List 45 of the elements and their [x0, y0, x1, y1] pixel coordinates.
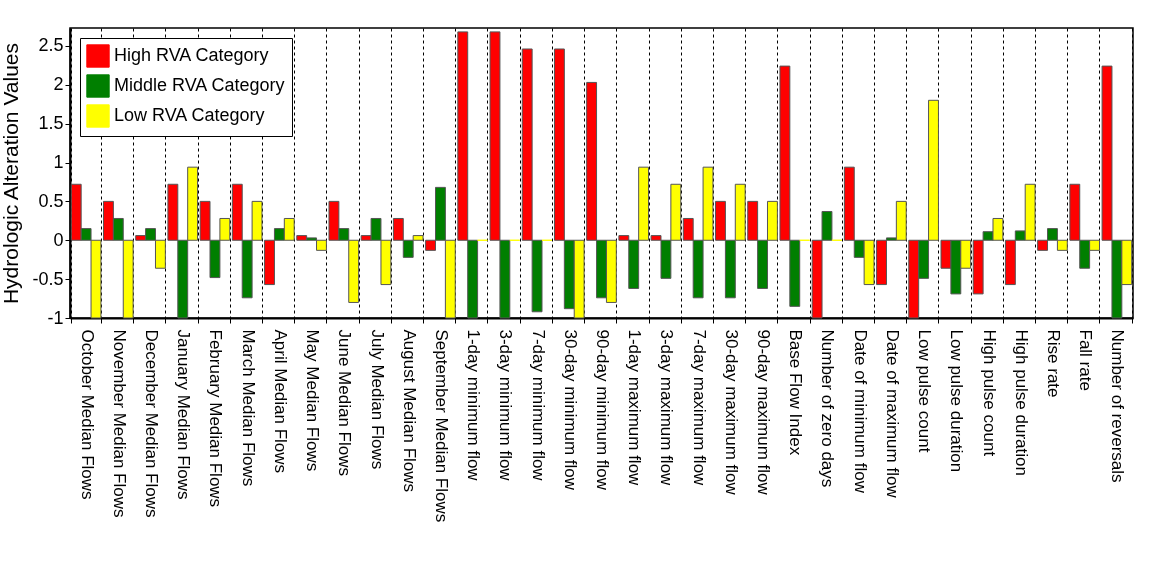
x-tick-label: High pulse duration	[1011, 329, 1031, 476]
y-axis-title: Hydrologic Alteration Values	[0, 42, 23, 305]
x-tick-label: May Median Flows	[303, 329, 323, 472]
x-tick-label: December Median Flows	[142, 329, 162, 518]
y-tick-label: -1	[47, 307, 64, 328]
x-tick-label: Date of maximum flow	[882, 329, 902, 499]
x-tick-label: 3-day maximum flow	[657, 329, 677, 487]
x-tick-label: 30-day maximum flow	[721, 329, 741, 496]
y-tick-label: 2	[53, 74, 64, 95]
x-tick-label: 90-day maximum flow	[754, 329, 774, 496]
y-tick-label: 0	[53, 229, 64, 250]
x-tick-label: Base Flow Index	[786, 329, 806, 456]
x-tick-label: June Median Flows	[335, 329, 355, 476]
x-tick-label: 30-day minimum flow	[560, 329, 580, 491]
x-tick-label: Number of reversals	[1108, 329, 1128, 483]
x-tick-label: August Median Flows	[399, 329, 419, 493]
y-tick-label: 2.5	[38, 35, 64, 56]
x-tick-label: April Median Flows	[270, 329, 290, 474]
x-tick-label: Fall rate	[1076, 329, 1096, 391]
x-tick-label: 7-day minimum flow	[528, 329, 548, 482]
x-tick-label: November Median Flows	[109, 329, 129, 518]
x-tick-label: 1-day maximum flow	[625, 329, 645, 487]
x-tick-label: 3-day minimum flow	[496, 329, 516, 482]
x-tick-label: February Median Flows	[206, 329, 226, 508]
x-tick-label: Number of zero days	[818, 329, 838, 488]
legend-label: High RVA Category	[114, 45, 269, 65]
x-tick-label: 90-day minimum flow	[593, 329, 612, 491]
x-tick-label: March Median Flows	[238, 329, 258, 487]
x-tick-label: Date of minimum flow	[850, 329, 870, 494]
x-tick-label: Low pulse count	[915, 329, 935, 453]
y-tick-label: 1.5	[38, 113, 64, 134]
y-tick-label: 1	[53, 152, 64, 172]
x-tick-label: Low pulse duration	[947, 329, 967, 473]
y-tick-label: -0.5	[32, 268, 64, 289]
y-tick-label: 0.5	[38, 190, 64, 211]
x-tick-label: 7-day maximum flow	[689, 329, 709, 487]
x-tick-label: 1-day minimum flow	[464, 329, 484, 482]
legend-label: Low RVA Category	[114, 105, 265, 125]
x-tick-label: July Median Flows	[367, 329, 387, 470]
legend-label: Middle RVA Category	[114, 75, 285, 95]
x-tick-label: Rise rate	[1043, 329, 1063, 398]
x-tick-label: January Median Flows	[174, 329, 194, 500]
x-tick-label: October Median Flows	[77, 329, 97, 500]
x-tick-label: September Median Flows	[431, 329, 451, 523]
x-tick-label: High pulse count	[979, 329, 999, 457]
